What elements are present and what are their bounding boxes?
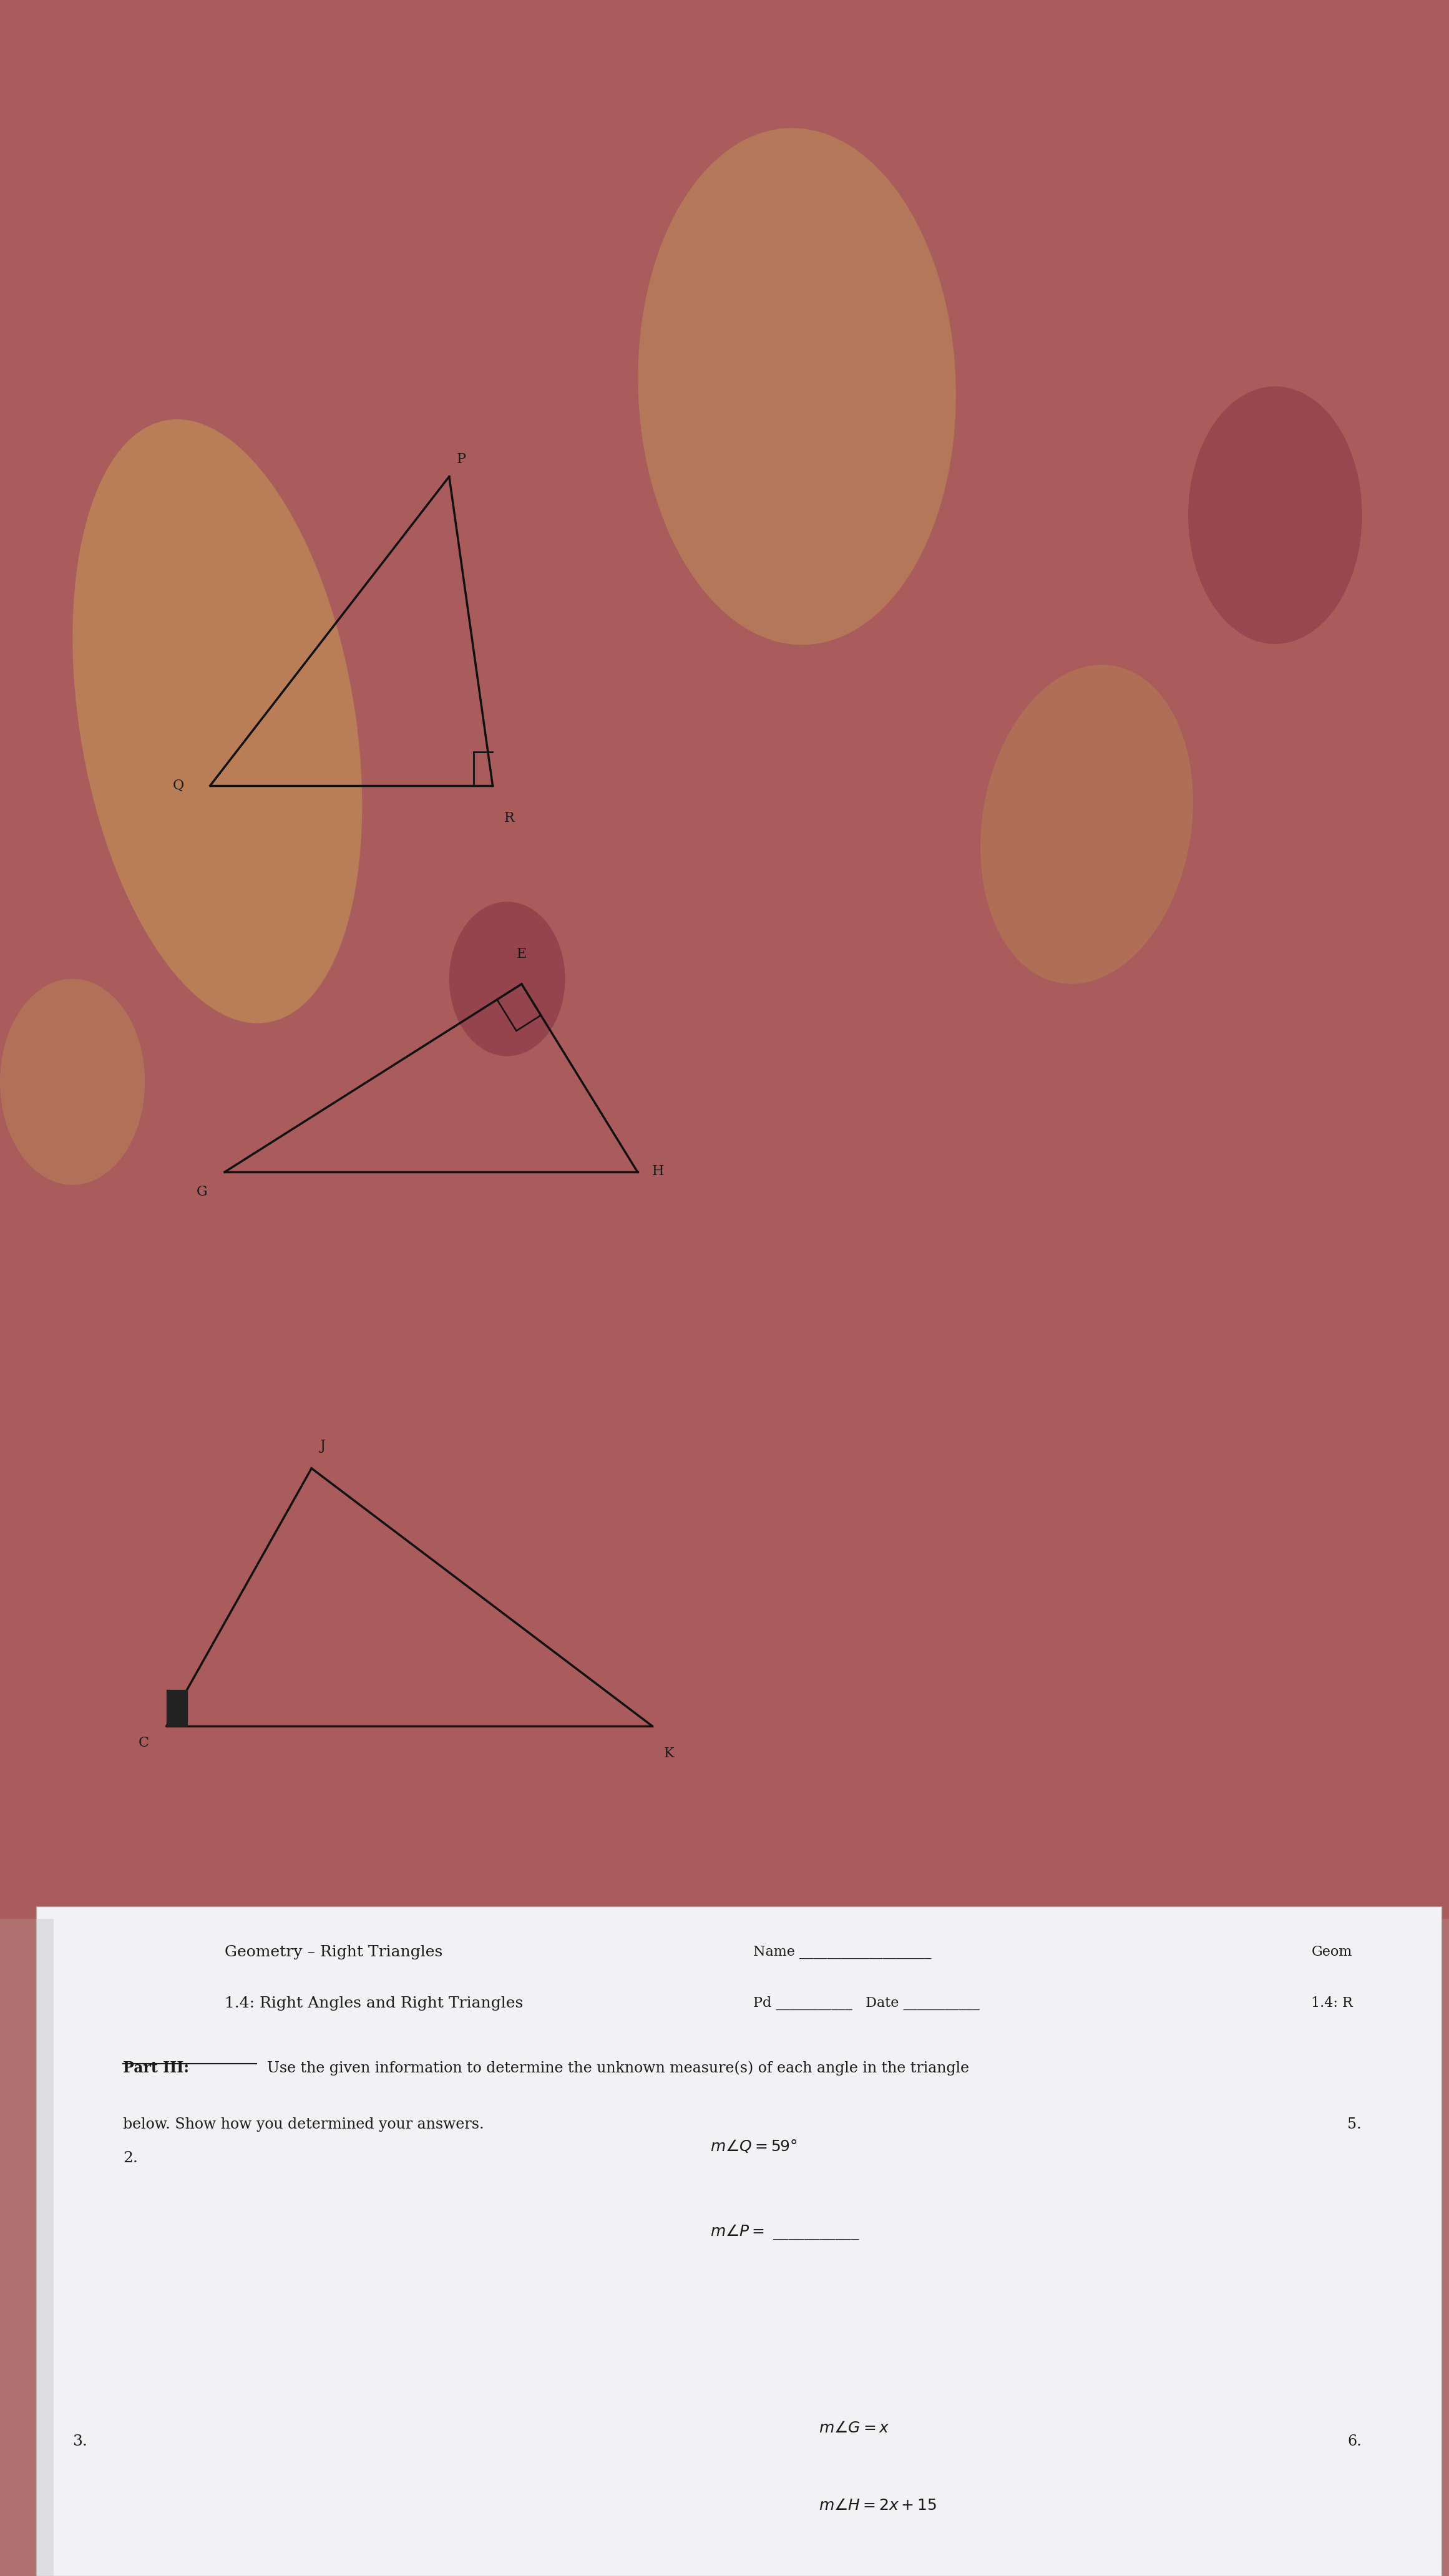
- Text: G: G: [196, 1185, 207, 1198]
- Text: 5.: 5.: [1348, 2117, 1362, 2133]
- Text: Name ___________________: Name ___________________: [753, 1945, 932, 1958]
- Bar: [167, 1690, 187, 1726]
- Ellipse shape: [981, 665, 1193, 984]
- Text: Use the given information to determine the unknown measure(s) of each angle in t: Use the given information to determine t…: [258, 2061, 969, 2076]
- Text: 6.: 6.: [1348, 2434, 1362, 2450]
- Text: Geom: Geom: [1311, 1945, 1352, 1958]
- Text: 2.: 2.: [123, 2151, 138, 2166]
- Bar: [36, 1906, 1442, 2576]
- Ellipse shape: [0, 979, 145, 1185]
- Text: $m\angle P = $ ___________: $m\angle P = $ ___________: [710, 2223, 859, 2241]
- Ellipse shape: [72, 420, 362, 1023]
- Text: $m\angle H = 2x + 15$: $m\angle H = 2x + 15$: [819, 2499, 936, 2514]
- Text: E: E: [517, 948, 526, 961]
- Text: below. Show how you determined your answers.: below. Show how you determined your answ…: [123, 2117, 484, 2133]
- Ellipse shape: [638, 129, 956, 644]
- Text: C: C: [139, 1736, 149, 1749]
- Text: H: H: [652, 1164, 664, 1177]
- Text: K: K: [664, 1747, 674, 1759]
- Text: Pd ___________   Date ___________: Pd ___________ Date ___________: [753, 1996, 980, 2009]
- Text: Geometry – Right Triangles: Geometry – Right Triangles: [225, 1945, 442, 1960]
- Text: 1.4: R: 1.4: R: [1311, 1996, 1353, 2009]
- Bar: [0, 0, 1449, 1919]
- Bar: [36, 1919, 54, 2576]
- Text: 3.: 3.: [72, 2434, 87, 2450]
- Text: Part III:: Part III:: [123, 2061, 190, 2076]
- Text: 1.4: Right Angles and Right Triangles: 1.4: Right Angles and Right Triangles: [225, 1996, 523, 2012]
- Text: $m\angle Q = 59°$: $m\angle Q = 59°$: [710, 2138, 797, 2154]
- Text: P: P: [456, 453, 465, 466]
- Text: R: R: [504, 811, 514, 824]
- Text: J: J: [320, 1440, 326, 1453]
- Text: $m\angle G = x$: $m\angle G = x$: [819, 2421, 890, 2437]
- Text: Q: Q: [172, 778, 184, 793]
- Ellipse shape: [449, 902, 565, 1056]
- Ellipse shape: [1188, 386, 1362, 644]
